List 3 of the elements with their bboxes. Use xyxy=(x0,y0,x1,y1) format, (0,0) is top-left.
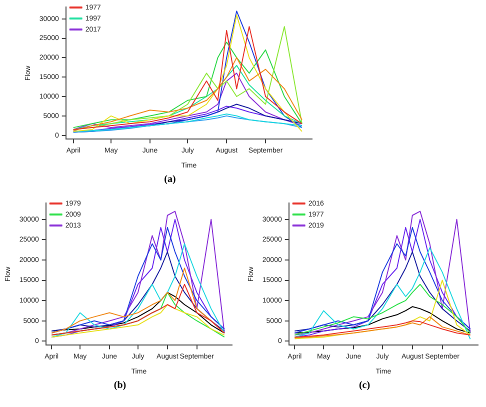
text: (a) xyxy=(163,174,177,186)
text: (b) xyxy=(112,380,128,392)
text: (c) xyxy=(358,380,372,392)
